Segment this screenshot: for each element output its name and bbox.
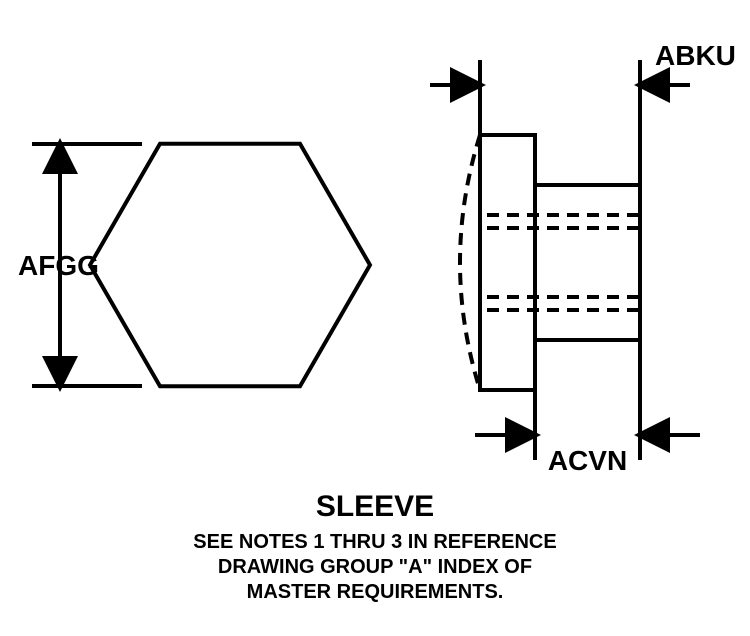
note-line-2: DRAWING GROUP "A" INDEX OF: [218, 556, 532, 578]
svg-text:AFGG: AFGG: [18, 250, 99, 281]
diagram-note: SEE NOTES 1 THRU 3 IN REFERENCE DRAWING …: [0, 530, 750, 605]
note-line-3: MASTER REQUIREMENTS.: [247, 581, 504, 603]
diagram-container: AFGG ABKU ACVN SLEEVE SEE NOTES 1 THRU 3 I…: [0, 0, 750, 631]
svg-text:ACVN: ACVN: [548, 445, 627, 476]
svg-text:ABKU: ABKU: [655, 40, 736, 71]
diagram-title: SLEEVE: [0, 490, 750, 524]
note-line-1: SEE NOTES 1 THRU 3 IN REFERENCE: [193, 531, 556, 553]
